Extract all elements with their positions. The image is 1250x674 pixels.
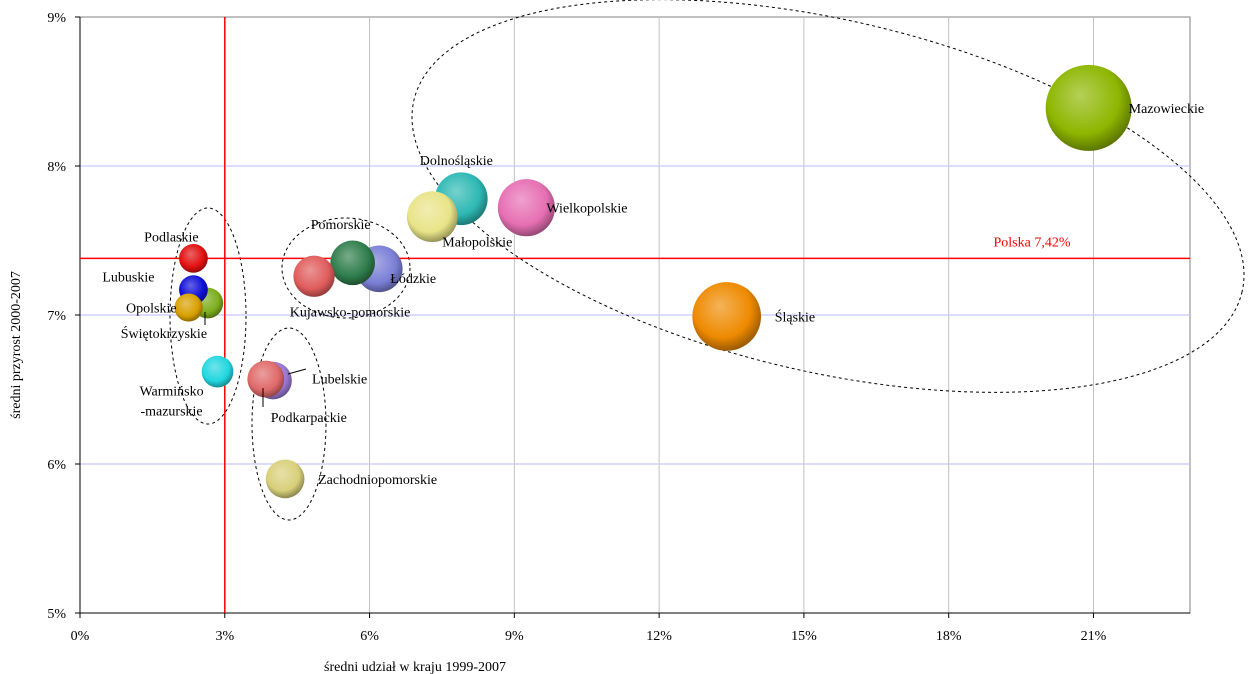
leader-line <box>287 368 307 375</box>
bubble-point <box>247 360 285 398</box>
x-tick-label: 12% <box>646 629 672 644</box>
y-axis-title: średni przyrost 2000-2007 <box>9 271 24 419</box>
y-tick-label: 7% <box>47 309 66 324</box>
x-tick-label: 0% <box>71 629 90 644</box>
x-axis-title: średni udział w kraju 1999-2007 <box>324 660 506 674</box>
y-tick-label: 9% <box>47 11 66 26</box>
bubble-point <box>497 179 555 237</box>
reference-line-label: Polska 7,42% <box>994 235 1071 250</box>
bubble-label: Dolnośląskie <box>420 154 493 169</box>
bubble-label: Łódzkie <box>390 272 436 287</box>
y-axis-ticks: 5% 6% 7% 8% 9% <box>47 11 80 622</box>
cluster-ellipse <box>169 207 247 425</box>
bubble-point <box>201 355 234 388</box>
bubble-label: Podlaskie <box>144 230 198 245</box>
x-tick-label: 9% <box>505 629 524 644</box>
cluster-ellipse <box>251 327 327 521</box>
x-tick-label: 15% <box>791 629 817 644</box>
bubble-label: Mazowieckie <box>1129 102 1204 117</box>
bubble-label: Śląskie <box>775 308 815 325</box>
bubble-label: Opolskie <box>126 302 177 317</box>
y-tick-label: 8% <box>47 160 66 175</box>
bubble-label: Warmińsko -mazurskie <box>139 385 203 420</box>
reference-lines: Polska 7,42% <box>80 17 1190 613</box>
bubbles <box>174 64 1132 499</box>
y-tick-label: 6% <box>47 458 66 473</box>
bubble-label: Kujawsko-pomorskie <box>290 305 411 320</box>
label-leader-lines <box>204 312 307 407</box>
x-axis-ticks: 0% 3% 6% 9% 12% 15% 18% 21% <box>71 613 1107 644</box>
bubble-point <box>265 459 305 499</box>
bubble-point <box>293 255 335 297</box>
y-tick-label: 5% <box>47 607 66 622</box>
bubble-point <box>330 240 375 286</box>
cluster-ellipses <box>169 0 1245 521</box>
bubble-point <box>179 243 208 273</box>
bubble-label: Zachodniopomorskie <box>318 473 437 488</box>
bubble-label: Lubuskie <box>102 271 154 286</box>
bubble-label: Wielkopolskie <box>546 202 627 217</box>
bubble-point <box>1045 64 1132 151</box>
cluster-ellipse <box>281 217 411 319</box>
bubble-label: Pomorskie <box>311 218 371 233</box>
x-tick-label: 3% <box>215 629 234 644</box>
cluster-ellipse <box>411 0 1245 393</box>
bubble-point <box>406 191 458 243</box>
bubble-label: Świętokrzyskie <box>121 325 207 342</box>
bubble-labels: Mazowieckie Śląskie Wielkopolskie Dolnośląs… <box>102 102 1204 488</box>
bubble-point <box>174 293 203 322</box>
x-tick-label: 6% <box>360 629 379 644</box>
x-tick-label: 18% <box>936 629 962 644</box>
x-tick-label: 21% <box>1081 629 1107 644</box>
bubble-label: Małopolskie <box>442 236 512 251</box>
bubble-label: Lubelskie <box>312 373 367 388</box>
bubble-point <box>692 282 762 351</box>
bubble-label: Podkarpackie <box>271 411 347 426</box>
